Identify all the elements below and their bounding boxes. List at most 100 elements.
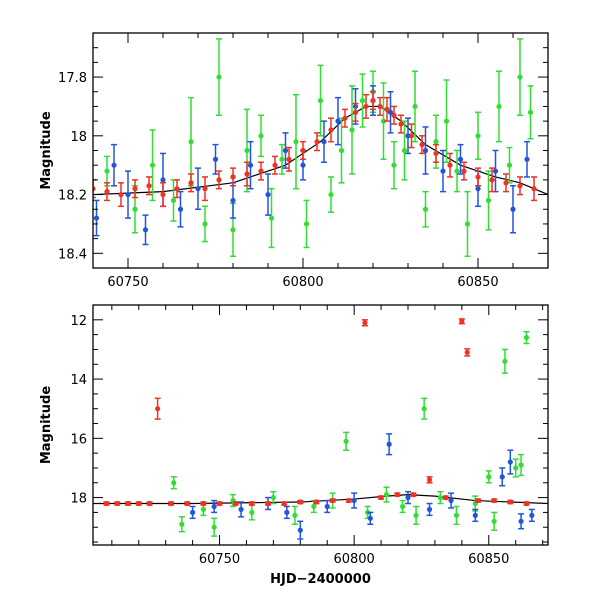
top-panel: 60750 60800 60850 17.8 18 18.2 18.4 Magnitude	[39, 32, 549, 290]
data-point	[422, 147, 429, 154]
data-point	[359, 97, 366, 104]
data-point	[300, 162, 306, 168]
data-point	[184, 500, 190, 507]
data-point	[216, 500, 223, 507]
data-point	[510, 206, 516, 212]
data-point	[464, 349, 470, 356]
series-0	[104, 38, 534, 257]
bottom-panel: 60750 60800 60850 12 14 16 18 Magnitude HJD−2400…	[39, 304, 549, 587]
data-point	[352, 109, 359, 115]
x-tick-label: 60850	[468, 552, 509, 567]
data-point	[486, 474, 492, 480]
data-point	[338, 147, 345, 154]
data-point	[142, 227, 149, 233]
y-tick-label: 16	[70, 432, 87, 447]
x-tick-label: 60800	[282, 275, 323, 290]
data-point	[475, 186, 481, 192]
data-point	[489, 177, 495, 183]
data-point	[363, 103, 369, 110]
data-point	[485, 197, 492, 204]
data-point	[202, 186, 208, 192]
data-point	[394, 492, 400, 498]
data-point	[472, 512, 478, 518]
y-tick-label: 18	[70, 130, 87, 145]
y-tick-label: 14	[70, 373, 87, 388]
data-point	[258, 168, 264, 174]
data-point	[104, 168, 110, 174]
data-point	[330, 497, 336, 504]
data-point	[300, 147, 306, 154]
data-point	[433, 139, 439, 145]
data-point	[160, 177, 166, 183]
data-point	[114, 500, 120, 507]
series-0	[170, 330, 530, 537]
data-point	[523, 334, 530, 341]
data-point	[314, 139, 320, 145]
data-point	[475, 174, 481, 180]
data-point	[475, 133, 481, 139]
data-point	[146, 500, 153, 507]
data-point	[342, 115, 348, 121]
series-2	[93, 91, 537, 208]
x-tick-label: 60850	[457, 275, 498, 290]
data-point	[190, 509, 196, 516]
data-point	[200, 500, 206, 507]
data-point	[171, 480, 177, 486]
data-point	[422, 206, 429, 212]
data-point	[282, 147, 289, 154]
data-point	[503, 180, 509, 186]
data-point	[426, 477, 433, 483]
data-point	[517, 74, 523, 80]
data-point	[506, 162, 513, 168]
data-point	[491, 518, 497, 524]
series-2	[103, 318, 530, 507]
data-point	[212, 156, 219, 162]
data-point	[405, 494, 411, 501]
data-point	[170, 197, 177, 204]
data-point	[195, 186, 201, 192]
data-point	[249, 500, 255, 507]
data-point	[461, 168, 467, 174]
plot-area	[93, 318, 548, 540]
y-tick-label: 17.8	[58, 71, 87, 86]
data-point	[111, 162, 117, 168]
data-point	[244, 147, 250, 154]
data-point	[491, 497, 497, 504]
data-point	[502, 358, 508, 364]
data-point	[380, 118, 387, 124]
data-point	[211, 503, 217, 510]
data-point	[413, 512, 419, 518]
series-1	[189, 433, 535, 540]
data-point	[335, 118, 341, 124]
data-point	[518, 462, 524, 468]
data-point	[367, 515, 373, 521]
data-point	[523, 500, 530, 507]
data-point	[104, 189, 110, 195]
data-point	[177, 206, 184, 212]
data-point	[258, 133, 264, 139]
data-point	[386, 441, 392, 447]
plot-area	[93, 38, 548, 257]
data-point	[447, 162, 453, 168]
data-point	[343, 438, 349, 444]
data-point	[202, 221, 208, 227]
data-point	[328, 191, 334, 198]
data-point	[499, 474, 505, 480]
x-tick-label: 60750	[199, 552, 240, 567]
data-point	[349, 127, 355, 133]
data-point	[421, 406, 427, 412]
data-point	[247, 162, 254, 168]
data-point	[507, 499, 513, 505]
data-point	[457, 156, 464, 162]
data-point	[149, 162, 156, 168]
data-point	[317, 97, 324, 104]
data-point	[211, 524, 217, 530]
data-point	[513, 465, 519, 471]
data-point	[391, 112, 397, 118]
data-point	[265, 191, 271, 198]
data-point	[324, 503, 330, 510]
data-point	[244, 171, 250, 177]
data-point	[293, 139, 299, 145]
data-point	[188, 139, 194, 145]
data-point	[249, 509, 255, 516]
